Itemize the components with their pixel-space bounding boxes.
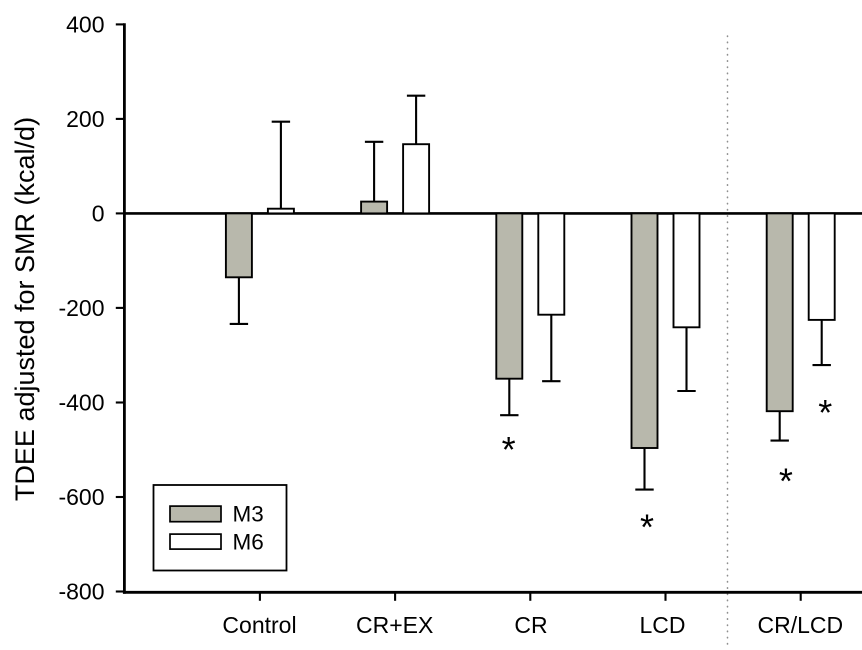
svg-text:-400: -400 (58, 390, 104, 416)
svg-text:0: 0 (92, 200, 105, 226)
svg-text:-200: -200 (58, 295, 104, 321)
svg-text:*: * (818, 392, 832, 433)
svg-text:LCD: LCD (639, 612, 685, 638)
svg-text:CR/LCD: CR/LCD (757, 612, 843, 638)
svg-text:200: 200 (66, 106, 104, 132)
svg-text:M3: M3 (233, 502, 264, 527)
svg-text:*: * (502, 429, 516, 470)
svg-text:-800: -800 (58, 579, 104, 605)
svg-text:Control: Control (222, 612, 296, 638)
svg-text:*: * (640, 506, 654, 547)
svg-text:TDEE adjusted for SMR (kcal/d): TDEE adjusted for SMR (kcal/d) (10, 117, 40, 501)
svg-text:CR+EX: CR+EX (356, 612, 433, 638)
svg-text:-600: -600 (58, 484, 104, 510)
svg-text:M6: M6 (233, 530, 264, 555)
svg-text:*: * (779, 461, 793, 502)
svg-text:CR: CR (514, 612, 547, 638)
svg-text:400: 400 (66, 11, 104, 37)
